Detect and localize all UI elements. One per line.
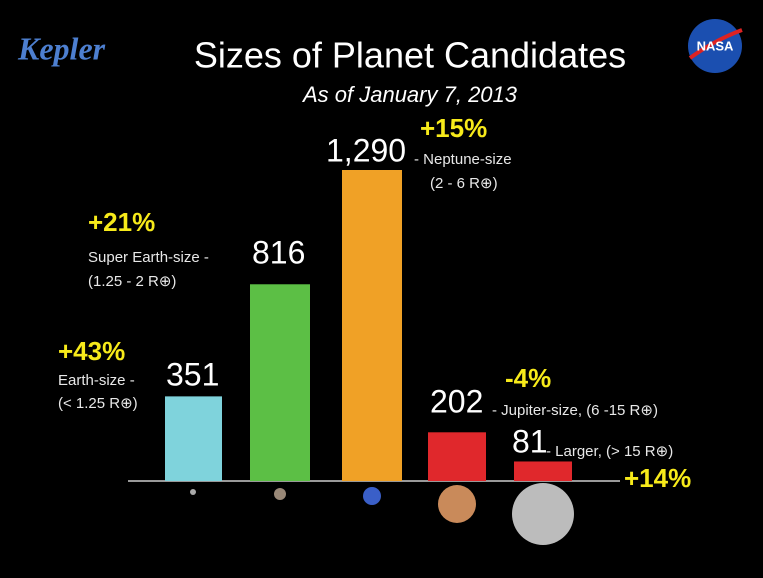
planet-icon <box>274 488 286 500</box>
planet-icon <box>363 487 381 505</box>
kepler-logo: Kepler <box>17 30 106 66</box>
category-label: - Larger, (> 15 R⊕) <box>546 443 673 460</box>
category-label: Earth-size - <box>58 372 135 389</box>
category-label: - Jupiter-size, (6 -15 R⊕) <box>492 402 658 419</box>
planet-icon <box>438 485 476 523</box>
planet-icon <box>512 483 574 545</box>
change-label: +21% <box>88 207 155 237</box>
nasa-logo <box>688 19 742 73</box>
planet-icon <box>190 489 196 495</box>
range-label: (1.25 - 2 R⊕) <box>88 273 176 290</box>
bar <box>342 170 402 481</box>
bar <box>165 396 222 481</box>
change-label: +15% <box>420 113 487 143</box>
change-label: +43% <box>58 336 125 366</box>
range-label: (2 - 6 R⊕) <box>430 175 498 192</box>
chart-subtitle: As of January 7, 2013 <box>301 82 518 107</box>
value-label: 81 <box>512 423 548 459</box>
category-label: - Neptune-size <box>414 151 512 168</box>
nasa-swoosh <box>688 28 743 60</box>
category-label: Super Earth-size - <box>88 249 209 266</box>
bar <box>250 284 310 481</box>
range-label: (< 1.25 R⊕) <box>58 395 138 412</box>
value-label: 202 <box>430 383 483 419</box>
nasa-text: NASA <box>697 38 734 53</box>
bar <box>428 432 486 481</box>
value-label: 351 <box>166 356 219 392</box>
value-label: 1,290 <box>326 132 406 168</box>
bar <box>514 461 572 481</box>
value-label: 816 <box>252 234 305 270</box>
change-label: -4% <box>505 363 551 393</box>
change-label: +14% <box>624 463 691 493</box>
chart-title: Sizes of Planet Candidates <box>194 35 626 76</box>
